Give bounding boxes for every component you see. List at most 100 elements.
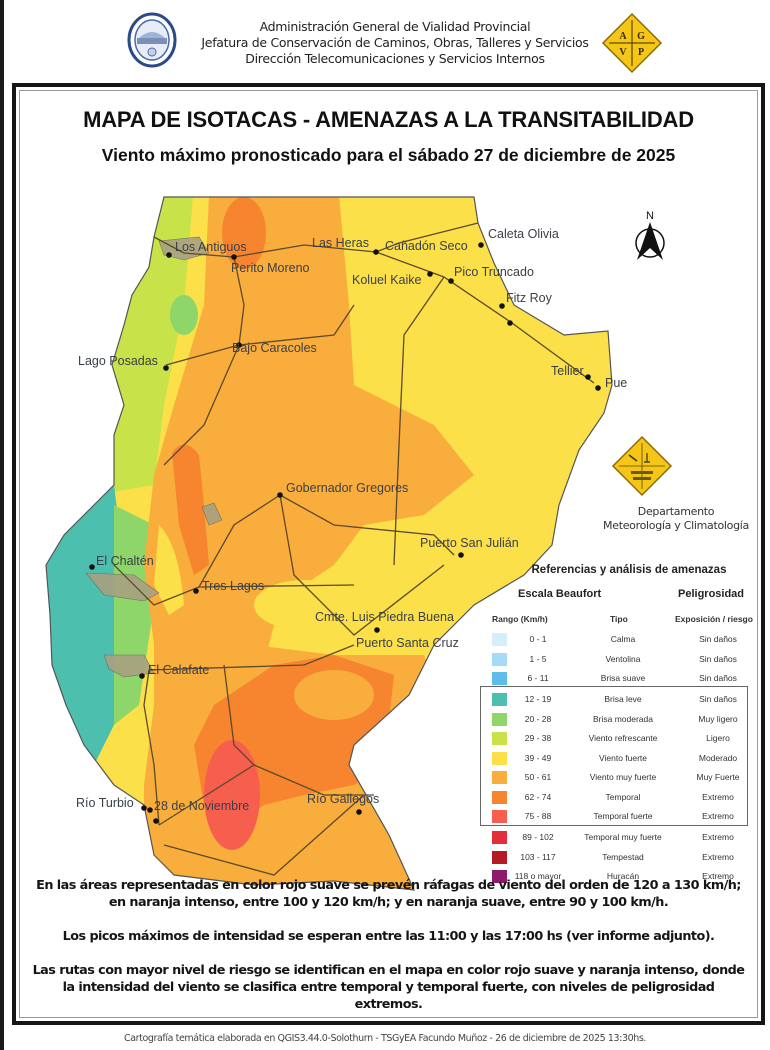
place-label: Fitz Roy	[506, 291, 553, 305]
legend-swatch	[492, 693, 507, 706]
roads	[113, 222, 595, 876]
legend-swatch	[492, 672, 507, 685]
place-label: Lago Posadas	[78, 354, 158, 368]
legend-range: 6 - 11	[527, 673, 549, 683]
legend-type: Brisa suave	[600, 673, 646, 683]
legend-range: 20 - 28	[524, 713, 552, 724]
legend-row: 1 - 5 Ventolina Sin daños	[478, 650, 763, 669]
legend-risk: Extremo	[702, 811, 734, 821]
legend-range: 75 - 88	[524, 811, 552, 821]
legend-type: Calma	[610, 634, 636, 644]
legend-row: 12 - 19 Brisa leve Sin daños	[478, 690, 763, 709]
legend-risk: Extremo	[702, 791, 734, 802]
legend-risk: Sin daños	[699, 653, 737, 664]
header-line-1: Administración General de Vialidad Provi…	[259, 19, 531, 34]
north-arrow-icon: N	[635, 210, 665, 260]
legend-risk: Ligero	[706, 733, 730, 743]
place-label: Tellier	[551, 364, 584, 378]
legend-col-type: Tipo	[610, 614, 628, 624]
legend-risk: Extremo	[702, 851, 734, 862]
note-risk-routes: Las rutas con mayor nivel de riesgo se i…	[32, 963, 745, 1012]
legend-row: 39 - 49 Viento fuerte Moderado	[478, 749, 763, 768]
legend-row: 62 - 74 Temporal Extremo	[478, 788, 763, 807]
legend-type: Brisa leve	[604, 694, 642, 704]
legend-swatch	[492, 790, 507, 804]
place-label: Cañadón Seco	[385, 239, 468, 253]
place-label: Puerto San Julián	[420, 536, 519, 550]
legend-range: 89 - 102	[522, 832, 554, 842]
santa-cruz-map-svg: Los Antiguos Perito Moreno Las Heras Cañ…	[45, 196, 695, 891]
place-label: Las Heras	[312, 236, 369, 250]
isotach-map: Los Antiguos Perito Moreno Las Heras Cañ…	[38, 185, 695, 897]
legend-row: 20 - 28 Brisa moderada Muy ligero	[478, 710, 763, 729]
legend-type: Brisa moderada	[592, 713, 653, 724]
legend-risk: Sin daños	[699, 694, 737, 704]
legend-range: 39 - 49	[524, 752, 552, 763]
agvp-logo: A G V P	[601, 12, 663, 74]
place-label: Río Gallegos	[307, 792, 379, 806]
legend-range: 1 - 5	[529, 653, 547, 664]
footer-credits: Cartografía temática elaborada en QGIS3.…	[123, 1033, 647, 1044]
place-label: Tres Lagos	[202, 579, 264, 593]
place-label: Río Turbio	[76, 796, 134, 810]
place-label: 28 de Noviembre	[154, 799, 249, 813]
legend-range: 50 - 61	[524, 772, 552, 782]
legend-row: 75 - 88 Temporal fuerte Extremo	[478, 807, 763, 826]
legend-risk: Muy ligero	[698, 713, 738, 724]
legend-group-beaufort: Escala Beaufort	[518, 588, 602, 600]
header: Administración General de Vialidad Provi…	[0, 0, 770, 78]
north-arrow: N	[633, 208, 667, 264]
place-label: Pico Truncado	[454, 265, 534, 279]
legend-row: 29 - 38 Viento refrescante Ligero	[478, 729, 763, 748]
legend-type: Viento muy fuerte	[589, 772, 657, 782]
province-border	[45, 196, 613, 891]
legend-swatch	[492, 732, 507, 745]
legend-risk: Extremo	[702, 871, 734, 881]
legend-type: Huracán	[606, 871, 640, 881]
wind-zones	[46, 197, 612, 890]
place-label: El Chaltén	[96, 554, 154, 568]
legend-row: 103 - 117 Tempestad Extremo	[478, 848, 763, 867]
place-labels: Los Antiguos Perito Moreno Las Heras Cañ…	[76, 227, 695, 813]
met-line-1: Departamento	[637, 505, 715, 518]
legend-swatch	[492, 633, 507, 646]
agvp-letter-v: V	[619, 47, 627, 58]
legend-type: Viento refrescante	[588, 733, 658, 743]
legend-col-risk: Exposición / riesgo	[675, 614, 753, 624]
legend-type: Temporal	[605, 791, 641, 802]
place-label: Perito Moreno	[231, 261, 310, 275]
legend-col-range: Rango (Km/h)	[492, 614, 548, 624]
place-label: Cmte. Luis Piedra Buena	[315, 610, 454, 624]
legend-group-danger: Peligrosidad	[678, 588, 745, 600]
legend-type: Viento fuerte	[598, 752, 648, 763]
legend-swatch	[492, 850, 507, 864]
place-label: Puerto Santa Cruz	[356, 636, 459, 650]
legend-type: Tempestad	[602, 851, 644, 862]
legend-row: 118 o mayor Huracán Extremo	[478, 867, 763, 886]
legend-range: 103 - 117	[520, 851, 556, 862]
legend-swatch	[492, 771, 507, 784]
legend-swatch	[492, 831, 507, 844]
left-edge-bar	[0, 0, 4, 1050]
place-label: Puerto Deseado	[605, 376, 628, 390]
legend-range: 62 - 74	[524, 791, 552, 802]
legend-swatch	[492, 751, 507, 765]
forecast-notes: En las áreas representadas en color rojo…	[16, 877, 761, 1030]
place-label: Caleta Olivia	[488, 227, 559, 241]
legend-risk: Extremo	[702, 832, 734, 842]
map-frame-inner-border	[19, 90, 758, 1018]
legend-range: 118 o mayor	[514, 871, 562, 881]
note-gust-ranges: En las áreas representadas en color rojo…	[36, 878, 741, 910]
legend-swatch	[492, 870, 507, 883]
agvp-letter-p: P	[638, 47, 644, 58]
note-peak-times: Los picos máximos de intensidad se esper…	[62, 929, 715, 944]
legend-row: 89 - 102 Temporal muy fuerte Extremo	[478, 828, 763, 847]
legend-row: 0 - 1 Calma Sin daños	[478, 630, 763, 649]
province-seal-logo	[127, 12, 177, 68]
legend-type: Ventolina	[605, 653, 641, 664]
legend-range: 0 - 1	[529, 634, 547, 644]
legend-highlight-box	[480, 686, 748, 826]
page-title: MAPA DE ISOTACAS - AMENAZAS A LA TRANSIT…	[83, 107, 694, 132]
page-subtitle: Viento máximo pronosticado para el sábad…	[101, 145, 676, 165]
place-label: Gobernador Gregores	[286, 481, 408, 495]
